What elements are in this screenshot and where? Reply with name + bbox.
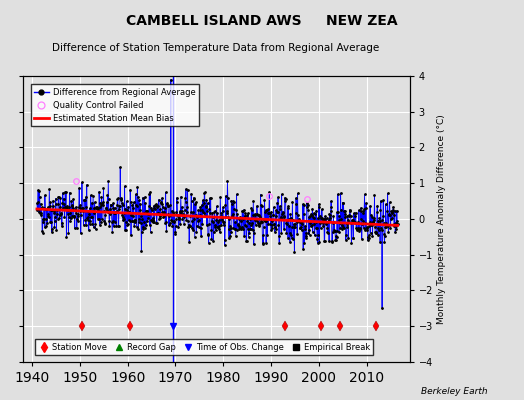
Legend: Station Move, Record Gap, Time of Obs. Change, Empirical Break: Station Move, Record Gap, Time of Obs. C…	[36, 339, 374, 355]
Text: CAMBELL ISLAND AWS     NEW ZEA: CAMBELL ISLAND AWS NEW ZEA	[126, 14, 398, 28]
Title: Difference of Station Temperature Data from Regional Average: Difference of Station Temperature Data f…	[52, 43, 380, 53]
Text: Berkeley Earth: Berkeley Earth	[421, 387, 487, 396]
Y-axis label: Monthly Temperature Anomaly Difference (°C): Monthly Temperature Anomaly Difference (…	[437, 114, 446, 324]
